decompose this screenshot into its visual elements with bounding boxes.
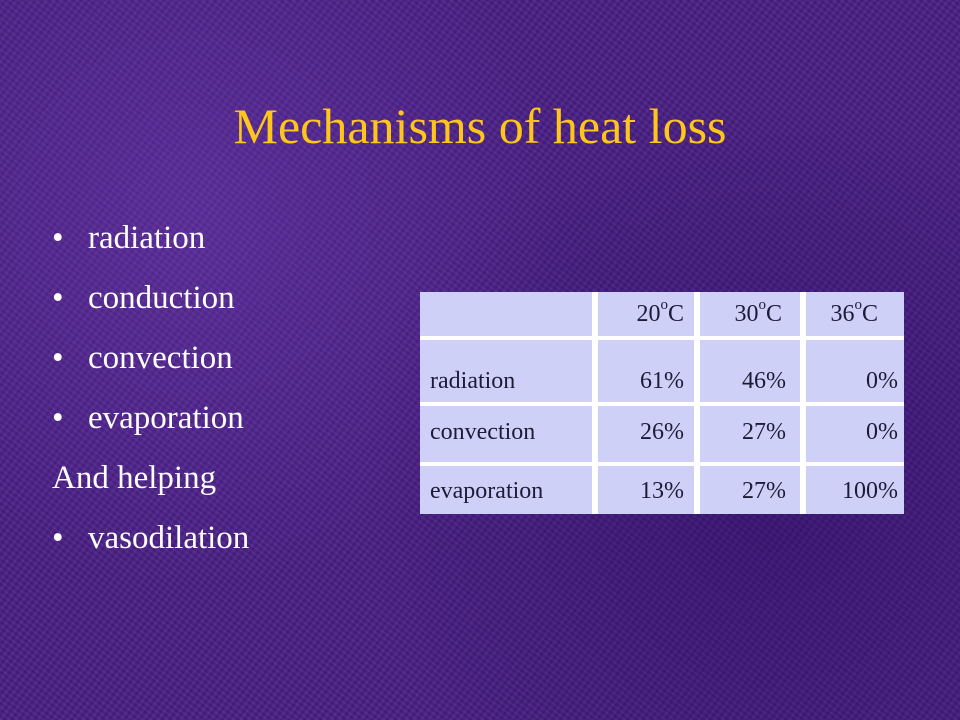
list-item-text: evaporation — [88, 400, 244, 436]
table-row-divider — [420, 402, 904, 406]
table-row: radiation 61% 46% 0% — [420, 340, 904, 398]
bullet-icon: • — [52, 220, 64, 256]
list-item: • convection — [52, 328, 249, 388]
table-cell: 27% — [742, 419, 786, 445]
list-item-text: convection — [88, 340, 233, 376]
list-item-text: radiation — [88, 220, 206, 256]
table-cell: 61% — [640, 368, 684, 394]
bullet-icon: • — [52, 400, 64, 436]
table-cell: 0% — [866, 368, 898, 394]
list-item-text: And helping — [52, 460, 217, 496]
list-item: • conduction — [52, 268, 249, 328]
row-label: evaporation — [430, 478, 544, 504]
table-cell: 0% — [866, 419, 898, 445]
list-item-text: vasodilation — [88, 520, 250, 556]
table-row: evaporation 13% 27% 100% — [420, 468, 904, 514]
bullet-icon: • — [52, 340, 64, 376]
list-item: • radiation — [52, 208, 249, 268]
header-cell-20c: 20 o C — [636, 297, 684, 327]
table-cell: 26% — [640, 419, 684, 445]
bullet-icon: • — [52, 520, 64, 556]
table-row-divider — [420, 336, 904, 340]
table-row: convection 26% 27% 0% — [420, 408, 904, 456]
header-cell-30c: 30 o C — [734, 297, 782, 327]
heat-loss-table: 20 o C 30 o C 36 o C radiation 61% 46% 0% conv… — [420, 292, 904, 514]
bullet-list: • radiation • conduction • convection • evap… — [52, 208, 249, 568]
row-label: radiation — [430, 368, 516, 394]
table-header-row: 20 o C 30 o C 36 o C — [420, 292, 904, 336]
table-cell: 13% — [640, 478, 684, 504]
table-cell: 100% — [842, 478, 898, 504]
table-cell: 27% — [742, 478, 786, 504]
table-row-divider — [420, 462, 904, 466]
list-item: • evaporation — [52, 388, 249, 448]
slide-title: Mechanisms of heat loss — [233, 98, 727, 154]
table-cell: 46% — [742, 368, 786, 394]
row-label: convection — [430, 419, 536, 445]
header-cell-36c: 36 o C — [830, 297, 878, 327]
list-item-text: conduction — [88, 280, 235, 316]
list-item-unbulleted: And helping — [52, 448, 249, 508]
list-item: • vasodilation — [52, 508, 249, 568]
bullet-icon: • — [52, 280, 64, 316]
